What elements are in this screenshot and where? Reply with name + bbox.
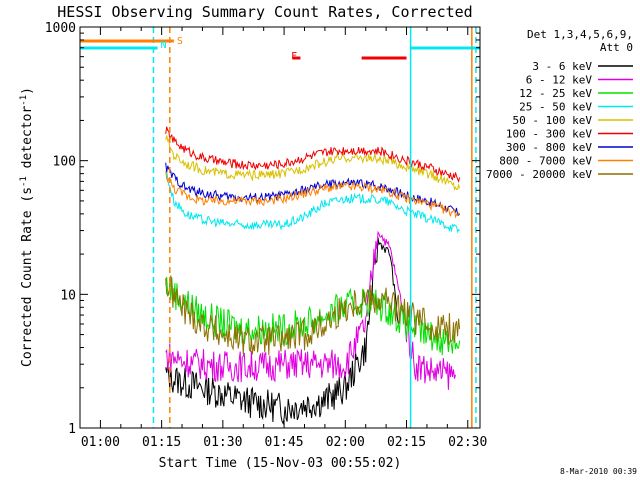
annotation-layer: N S F: [80, 27, 480, 428]
y-tick-label-2: 100: [53, 155, 76, 170]
footer-date: 8-Mar-2010 00:39: [560, 467, 637, 476]
legend-header-line1: Det 1,3,4,5,6,9,: [527, 28, 633, 41]
x-tick-label-1: 01:15: [142, 435, 181, 450]
series-line-3: [165, 169, 460, 234]
series-layer: [165, 126, 461, 425]
x-tick-label-5: 02:15: [387, 435, 426, 450]
y-tick-label-3: 1000: [45, 21, 76, 36]
legend-label-1: 6 - 12 keV: [526, 74, 593, 87]
plot-frame: [79, 26, 481, 429]
legend-label-0: 3 - 6 keV: [532, 60, 592, 73]
x-tick-label-3: 01:45: [265, 435, 304, 450]
annotation-n: N: [161, 40, 167, 51]
x-tick-label-4: 02:00: [326, 435, 365, 450]
series-line-2: [165, 276, 461, 356]
chart-title: HESSI Observing Summary Count Rates, Cor…: [57, 3, 472, 21]
legend-label-8: 7000 - 20000 keV: [486, 168, 592, 181]
series-line-4: [165, 135, 461, 191]
x-axis-label: Start Time (15-Nov-03 00:55:02): [159, 456, 402, 471]
legend-header-line2: Att 0: [600, 41, 633, 54]
legend-label-5: 100 - 300 keV: [506, 128, 592, 141]
annotation-f: F: [291, 51, 297, 62]
legend-label-3: 25 - 50 keV: [519, 101, 592, 114]
y-axis-label: Corrected Count Rate (s-1 detector-1): [19, 87, 35, 367]
x-tick-label-2: 01:30: [203, 435, 242, 450]
series-line-0: [165, 237, 399, 425]
ticks-layer: 01:00 01:15 01:30 01:45 02:00 02:15 02:30 1 10 10…: [45, 21, 488, 450]
annotation-s: S: [177, 36, 183, 47]
y-tick-label-1: 10: [60, 288, 76, 303]
y-tick-label-0: 1: [68, 422, 76, 437]
x-tick-label-6: 02:30: [448, 435, 487, 450]
legend-label-2: 12 - 25 keV: [519, 87, 592, 100]
x-tick-label-0: 01:00: [81, 435, 120, 450]
legend-label-7: 800 - 7000 keV: [499, 155, 592, 168]
legend-label-4: 50 - 100 keV: [513, 114, 593, 127]
legend-label-6: 300 - 800 keV: [506, 141, 592, 154]
